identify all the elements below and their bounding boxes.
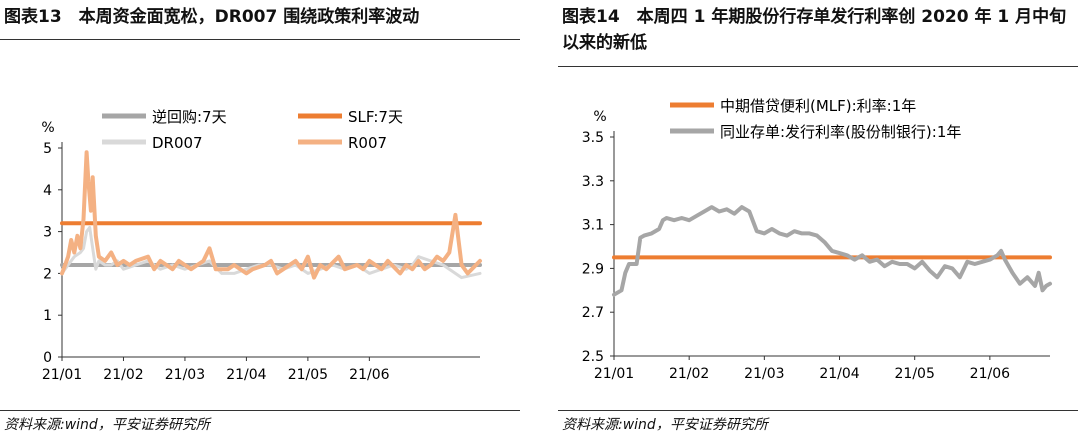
right-chart: % 2.5 2.7 2.9 3.1 3.3 3.5 21/01 21/02 21/03 21/04 2…	[582, 97, 1052, 382]
source-divider	[558, 410, 1078, 411]
series-line	[60, 150, 482, 280]
title-divider	[558, 66, 1078, 67]
y-tick-label: 2.7	[582, 305, 604, 321]
y-tick-label: 3	[43, 225, 52, 241]
x-tick-label: 21/02	[669, 366, 709, 382]
x-tick-label: 21/05	[895, 366, 935, 382]
x-tick-label: 21/05	[288, 367, 328, 383]
chart-title: 图表14 本周四 1 年期股份行存单发行利率创 2020 年 1 月中旬以来的新…	[562, 7, 1067, 53]
series-line	[60, 225, 482, 280]
legend-label: 中期借贷便利(MLF):利率:1年	[720, 97, 916, 115]
y-tick-label: 3.5	[582, 130, 604, 146]
y-tick-label: 1	[43, 308, 52, 324]
y-tick-label: 5	[43, 141, 52, 157]
legend-label: DR007	[152, 134, 203, 152]
x-tick-label: 21/01	[594, 366, 634, 382]
y-tick-label: 2.9	[582, 261, 604, 277]
chart-title: 图表13 本周资金面宽松，DR007 围绕政策利率波动	[4, 7, 420, 27]
y-tick-label: 4	[43, 183, 52, 199]
x-tick-label: 21/03	[744, 366, 784, 382]
legend-label: 逆回购:7天	[152, 108, 227, 126]
y-tick-label: 3.3	[582, 174, 604, 190]
title-divider	[0, 39, 520, 40]
x-tick-label: 21/04	[819, 366, 859, 382]
source-divider	[0, 410, 520, 411]
right-chart-panel: 图表14 本周四 1 年期股份行存单发行利率创 2020 年 1 月中旬以来的新…	[558, 0, 1078, 446]
source-note: 资料来源:wind，平安证券研究所	[4, 417, 210, 433]
x-tick-label: 21/02	[103, 367, 143, 383]
x-tick-label: 21/04	[226, 367, 266, 383]
legend-label: R007	[348, 134, 387, 152]
y-tick-label: 3.1	[582, 218, 604, 234]
y-tick-label: 0	[43, 350, 52, 366]
y-tick-label: 2	[43, 266, 52, 282]
y-tick-label: 2.5	[582, 349, 604, 365]
x-tick-label: 21/01	[42, 367, 82, 383]
x-tick-label: 21/03	[165, 367, 205, 383]
x-tick-label: 21/06	[970, 366, 1010, 382]
x-tick-label: 21/06	[349, 367, 389, 383]
series-line	[612, 205, 1052, 297]
y-unit-label: %	[41, 120, 54, 136]
left-chart-panel: 图表13 本周资金面宽松，DR007 围绕政策利率波动 % 0 1 2 3 4 5 21/01…	[0, 0, 520, 446]
source-note: 资料来源:wind，平安证券研究所	[562, 417, 768, 433]
legend-label: SLF:7天	[348, 108, 403, 126]
y-unit-label: %	[593, 109, 606, 125]
legend-label: 同业存单:发行利率(股份制银行):1年	[720, 123, 961, 141]
left-chart: % 0 1 2 3 4 5 21/01 21/02 21/03 21/04 21/05 21/06 逆回购…	[41, 108, 482, 383]
